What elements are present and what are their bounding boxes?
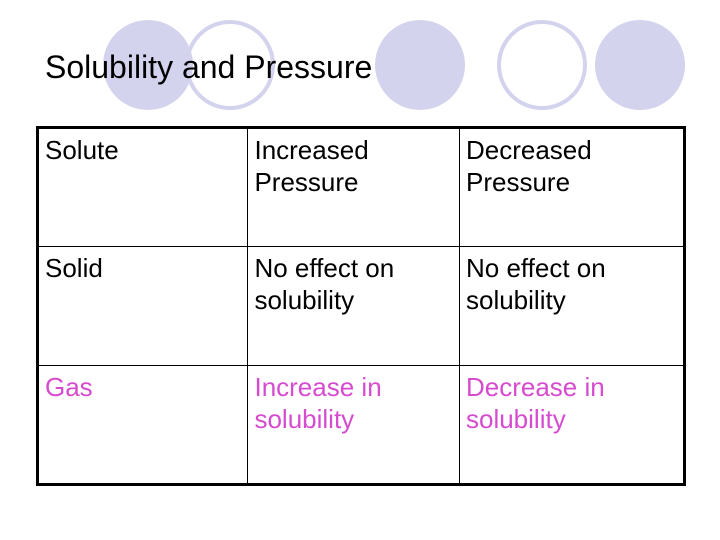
cell-gas-decreased: Decrease in solubility	[458, 365, 687, 486]
outlined-circle-decoration	[497, 20, 587, 110]
cell-gas-increased: Increase in solubility	[247, 365, 460, 486]
filled-circle-decoration	[103, 20, 193, 110]
filled-circle-decoration	[375, 20, 465, 110]
cell-solute-solid: Solid	[35, 246, 249, 366]
table-header-row: Solute Increased Pressure Decreased Pres…	[35, 126, 687, 247]
decorative-circles	[0, 0, 720, 130]
slide-title: Solubility and Pressure	[45, 49, 373, 85]
cell-solid-decreased: No effect on solubility	[458, 246, 687, 366]
header-decreased-pressure: Decreased Pressure	[458, 126, 687, 247]
cell-solute-gas: Gas	[35, 365, 249, 486]
table-row: Solid No effect on solubility No effect …	[35, 246, 687, 366]
table-row: Gas Increase in solubility Decrease in s…	[35, 365, 687, 486]
filled-circle-decoration	[595, 20, 685, 110]
outlined-circle-decoration	[185, 20, 275, 110]
cell-solid-increased: No effect on solubility	[247, 246, 460, 366]
header-increased-pressure: Increased Pressure	[247, 126, 460, 247]
header-solute: Solute	[35, 126, 249, 247]
solubility-table: Solute Increased Pressure Decreased Pres…	[35, 126, 687, 486]
